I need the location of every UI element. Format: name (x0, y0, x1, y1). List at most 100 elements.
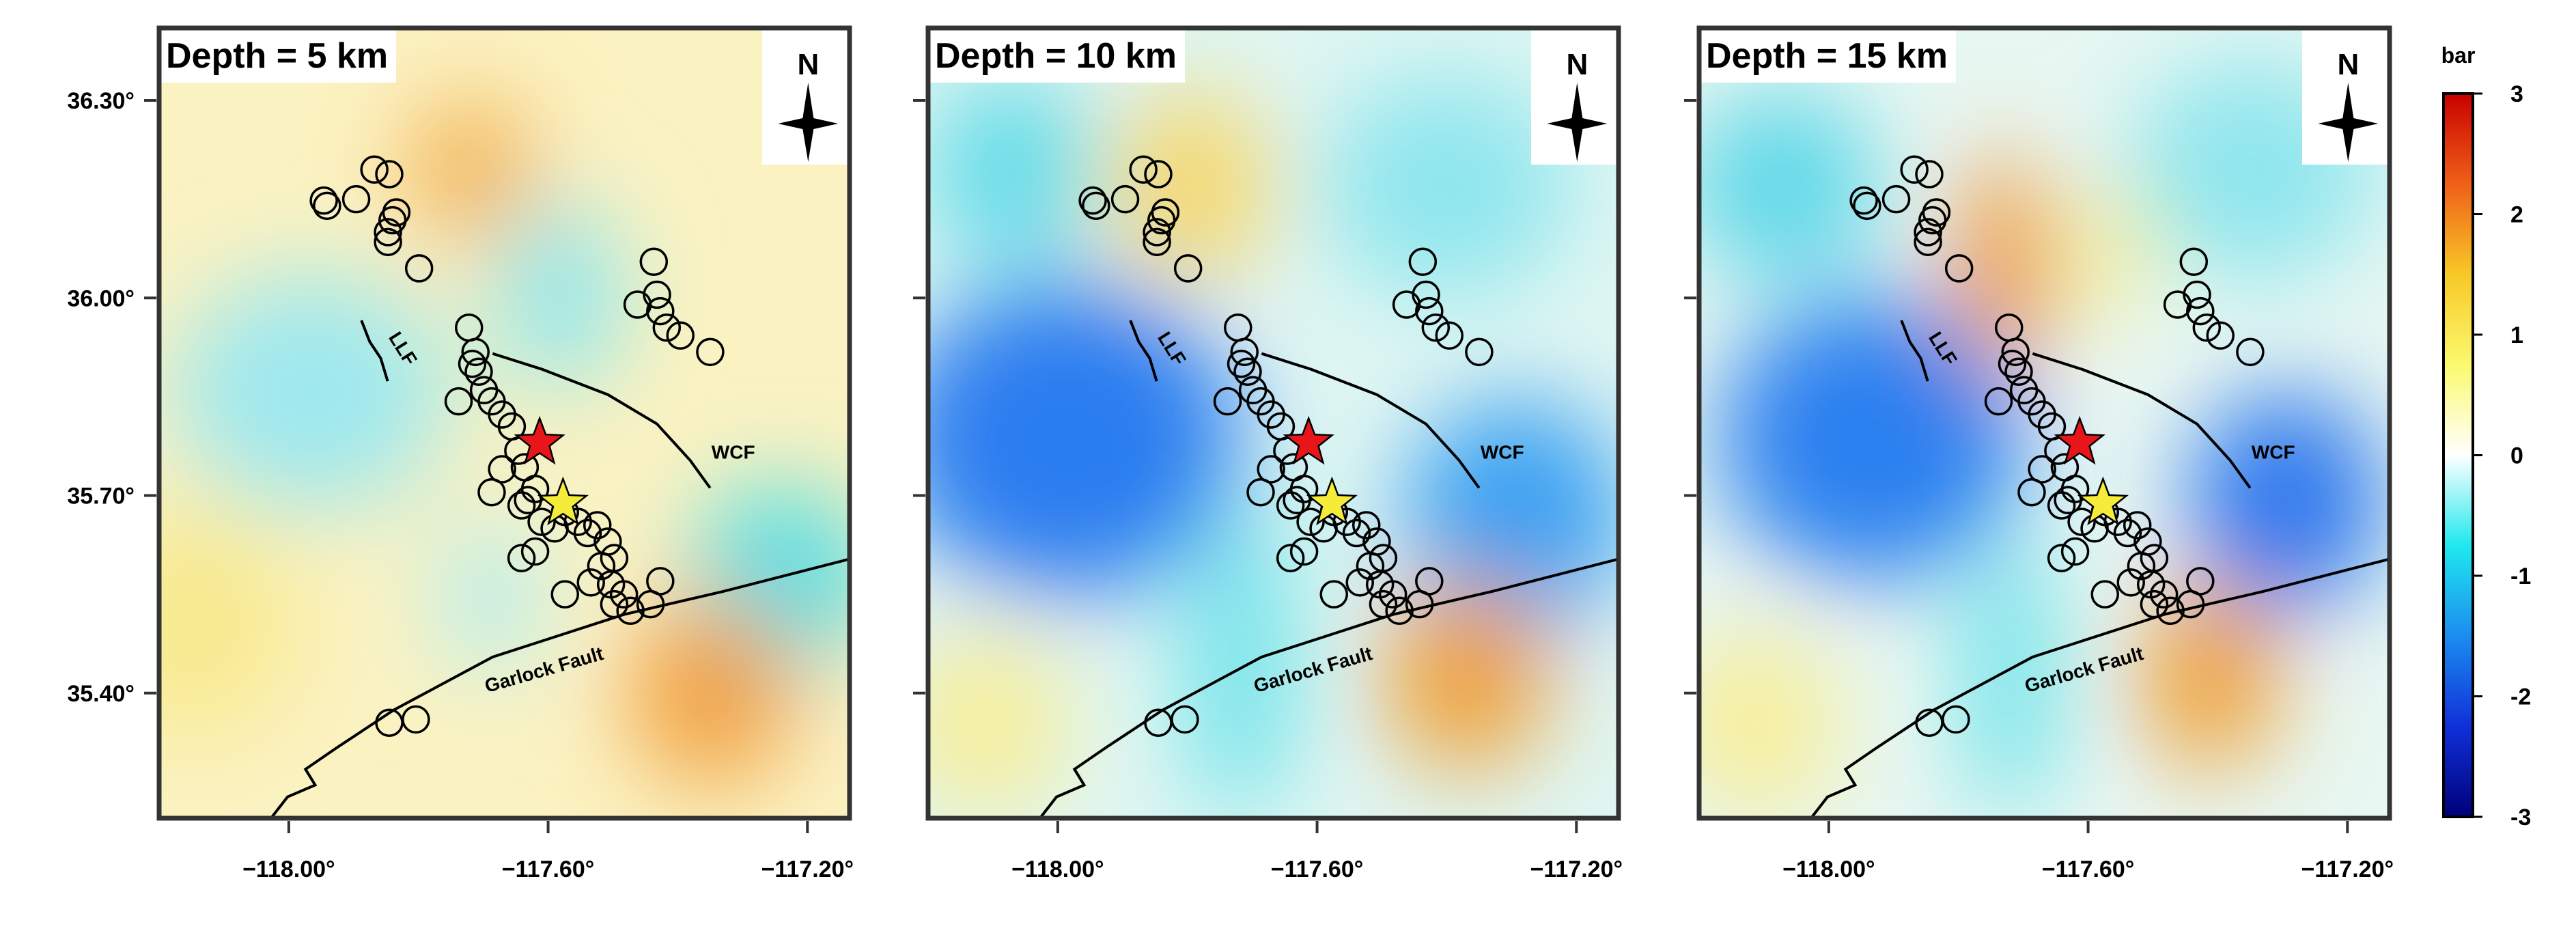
colorbar-tick-label: 2 (2510, 202, 2523, 228)
aftershock (1984, 387, 2013, 416)
x-tick-label: −118.00° (1011, 856, 1104, 882)
field-blob (1184, 502, 1294, 818)
field-blob (1961, 533, 2058, 818)
x-tick-label: −117.20° (2301, 856, 2394, 882)
mainshock-star (2054, 415, 2105, 465)
aftershock (1246, 477, 1275, 507)
aftershock (2192, 313, 2222, 342)
field-blob (928, 628, 1067, 818)
aftershock (2028, 455, 2056, 484)
aftershock (1129, 155, 1158, 184)
aftershock (1078, 186, 1107, 215)
field-blob (1699, 91, 1879, 281)
north-label: N (1566, 48, 1588, 81)
panel-title: Depth = 15 km (1706, 36, 1948, 76)
mainshock-star (537, 476, 589, 526)
title-box (1699, 28, 1957, 83)
aftershock (527, 507, 556, 536)
aftershock (2067, 507, 2096, 536)
field-blob (497, 201, 622, 392)
aftershock (2179, 247, 2209, 277)
aftershock (1319, 580, 1349, 609)
panel-frame (1696, 25, 2392, 821)
aftershock (600, 589, 629, 619)
aftershock (2017, 477, 2046, 507)
aftershock (374, 218, 402, 247)
aftershock (1345, 568, 1374, 597)
aftershock (488, 455, 516, 484)
aftershock (1230, 337, 1259, 367)
aftershock (514, 486, 542, 515)
aftershock (2140, 589, 2169, 619)
aftershock (2163, 290, 2192, 319)
aftershock (636, 589, 665, 619)
y-tick-label: 36.30° (67, 88, 135, 114)
x-tick-label: −117.20° (761, 856, 854, 882)
panel-title: Depth = 10 km (935, 36, 1177, 76)
aftershock (2004, 357, 2033, 387)
aftershock (1421, 313, 1451, 342)
aftershock (1213, 387, 1242, 416)
aftershock (2176, 589, 2205, 619)
field-blob (159, 502, 298, 740)
aftershock (1289, 537, 1319, 566)
garlock-fault (1039, 557, 1619, 818)
aftershock (1143, 227, 1171, 257)
north-label: N (2337, 48, 2359, 81)
stress-field (928, 28, 1619, 818)
wcf-fault (492, 352, 712, 489)
aftershock (2116, 568, 2145, 597)
north-arrow (778, 83, 839, 162)
aftershock (1233, 357, 1262, 387)
aftershock (563, 507, 592, 536)
fault-label: WCF (2252, 442, 2295, 463)
aftershock (458, 349, 487, 378)
field-blob (1955, 154, 2052, 376)
aftershock (1435, 321, 1464, 350)
wcf-fault (1261, 352, 1481, 489)
field-blob (435, 518, 546, 676)
aftershock (1171, 705, 1199, 734)
aftershock (666, 321, 695, 350)
field-blob (1720, 296, 2024, 581)
garlock-fault (1810, 557, 2390, 818)
aftershock (2054, 486, 2082, 515)
field-blob (173, 273, 449, 510)
aftershock (507, 544, 536, 572)
aftershock (1257, 455, 1285, 484)
aftershock (2236, 337, 2265, 367)
colorbar (2442, 92, 2474, 818)
colorbar-tick-label: -2 (2510, 684, 2531, 710)
aftershock (1942, 705, 1970, 734)
colorbar-tick-label: 0 (2510, 443, 2523, 469)
north-arrow (1547, 83, 1608, 162)
aftershock (520, 537, 550, 566)
x-tick-label: −117.60° (2042, 856, 2135, 882)
mainshock-star (1306, 476, 1358, 526)
y-tick-label: 36.00° (67, 285, 135, 311)
aftershock (374, 227, 402, 257)
field-blob (1321, 75, 1571, 297)
aftershock (2047, 491, 2076, 520)
aftershock (696, 337, 725, 367)
llf-fault (1900, 320, 1929, 382)
aftershock (1227, 349, 1256, 378)
aftershock (2206, 321, 2235, 350)
field-blob (928, 281, 1239, 597)
aftershock (1900, 155, 1929, 184)
aftershock (2047, 544, 2076, 572)
aftershock (2123, 511, 2152, 540)
aftershock (623, 290, 652, 319)
aftershock (609, 580, 639, 609)
mainshock-star (1283, 415, 1334, 465)
aftershock (646, 296, 675, 326)
aftershock (2103, 507, 2132, 536)
aftershock (1405, 589, 1434, 619)
wcf-fault (2032, 352, 2252, 489)
x-tick-label: −117.60° (1271, 856, 1364, 882)
aftershock (2001, 337, 2030, 367)
field-blob (928, 75, 1094, 266)
